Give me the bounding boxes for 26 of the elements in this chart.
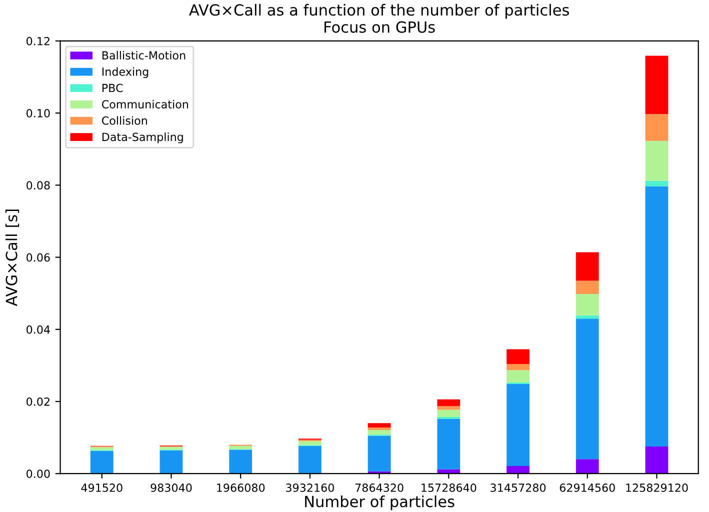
- y-tick-label: 0.02: [26, 397, 50, 406]
- y-tick-label: 0.04: [26, 325, 50, 334]
- legend-label: Communication: [102, 100, 188, 108]
- x-tick-label: 125829120: [626, 484, 688, 492]
- x-tick-label: 7864320: [355, 484, 404, 492]
- legend-label: Data-Sampling: [102, 132, 183, 144]
- y-tick-label: 0.00: [26, 470, 50, 478]
- legend-label: PBC: [102, 84, 123, 92]
- chart-title: AVG×Call as a function of the number of particles: [189, 4, 569, 19]
- x-tick-label: 1966080: [217, 484, 265, 492]
- chart-subtitle: Focus on GPUs: [324, 21, 435, 33]
- x-axis-title: Number of particles: [305, 495, 454, 510]
- y-tick-label: 0.06: [26, 253, 50, 262]
- y-tick-label: 0.08: [26, 181, 50, 190]
- x-tick-label: 491520: [81, 484, 122, 492]
- x-tick-label: 62914560: [560, 484, 615, 492]
- y-tick-label: 0.10: [26, 109, 50, 118]
- x-tick-label: 15728640: [422, 484, 476, 492]
- x-tick-label: 983040: [150, 484, 192, 492]
- legend-label: Ballistic-Motion: [102, 50, 186, 60]
- y-axis-title: AVG×Call [s]: [5, 210, 20, 306]
- x-tick-label: 3932160: [286, 484, 334, 492]
- x-tick-label: 31457280: [490, 484, 546, 492]
- legend-label: Collision: [102, 116, 147, 125]
- legend-label: Indexing: [102, 67, 148, 78]
- y-tick-label: 0.12: [26, 36, 50, 46]
